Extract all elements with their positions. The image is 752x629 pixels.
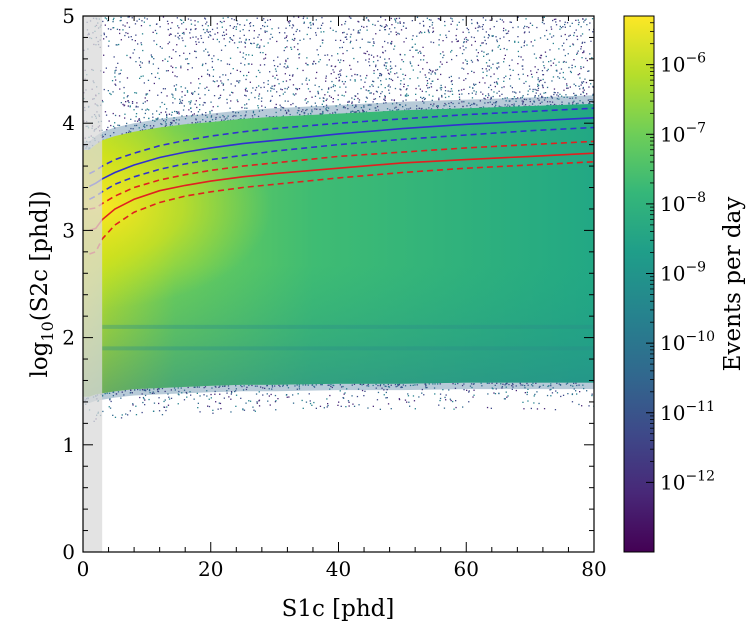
x-tick-label: 20 [198,557,223,581]
er-band-curve-0 [89,107,594,175]
x-tick-label: 40 [326,557,351,581]
y-tick-label: 2 [62,326,75,350]
y-axis: 0 1 2 3 4 5 [62,4,594,564]
x-tick-label: 0 [77,557,90,581]
nr-band-curve-3 [89,140,594,210]
colorbar-tick-label: 10−8 [660,190,706,216]
colorbar-tick-label: 10−10 [660,329,715,355]
colorbar-tick-label: 10−7 [660,120,706,146]
y-tick-label: 1 [62,433,75,457]
x-tick-label: 60 [454,557,479,581]
x-tick-label: 80 [581,557,606,581]
er-band-curve-2 [89,126,594,201]
y-tick-label: 5 [62,4,75,28]
colorbar [624,16,654,552]
colorbar-ticks: 10−6 10−7 10−8 10−9 10−10 10−11 10−12 [646,15,715,494]
excluded-region [83,16,103,552]
colorbar-tick-label: 10−12 [660,468,715,494]
colorbar-tick-label: 10−11 [660,399,715,425]
y-tick-label: 4 [62,111,75,135]
y-axis-title: log10(S2c [phd]) [27,190,57,377]
colorbar-label: Events per day [720,197,746,372]
heatmap [83,16,594,552]
er-band-curve-1 [89,117,594,188]
nr-band-curve-5 [89,161,594,255]
horizontal-features [102,324,594,351]
x-axis: 0 20 40 60 80 [77,16,607,581]
y-tick-label: 3 [62,218,75,242]
band-hotspot [83,103,594,397]
colorbar-tick-label: 10−6 [660,51,706,77]
x-axis-title: S1c [phd] [282,596,395,622]
band-curves [89,107,594,255]
colorbar-tick-label: 10−9 [660,260,706,286]
nr-band-curve-4 [89,152,594,232]
y-tick-label: 0 [62,540,75,564]
